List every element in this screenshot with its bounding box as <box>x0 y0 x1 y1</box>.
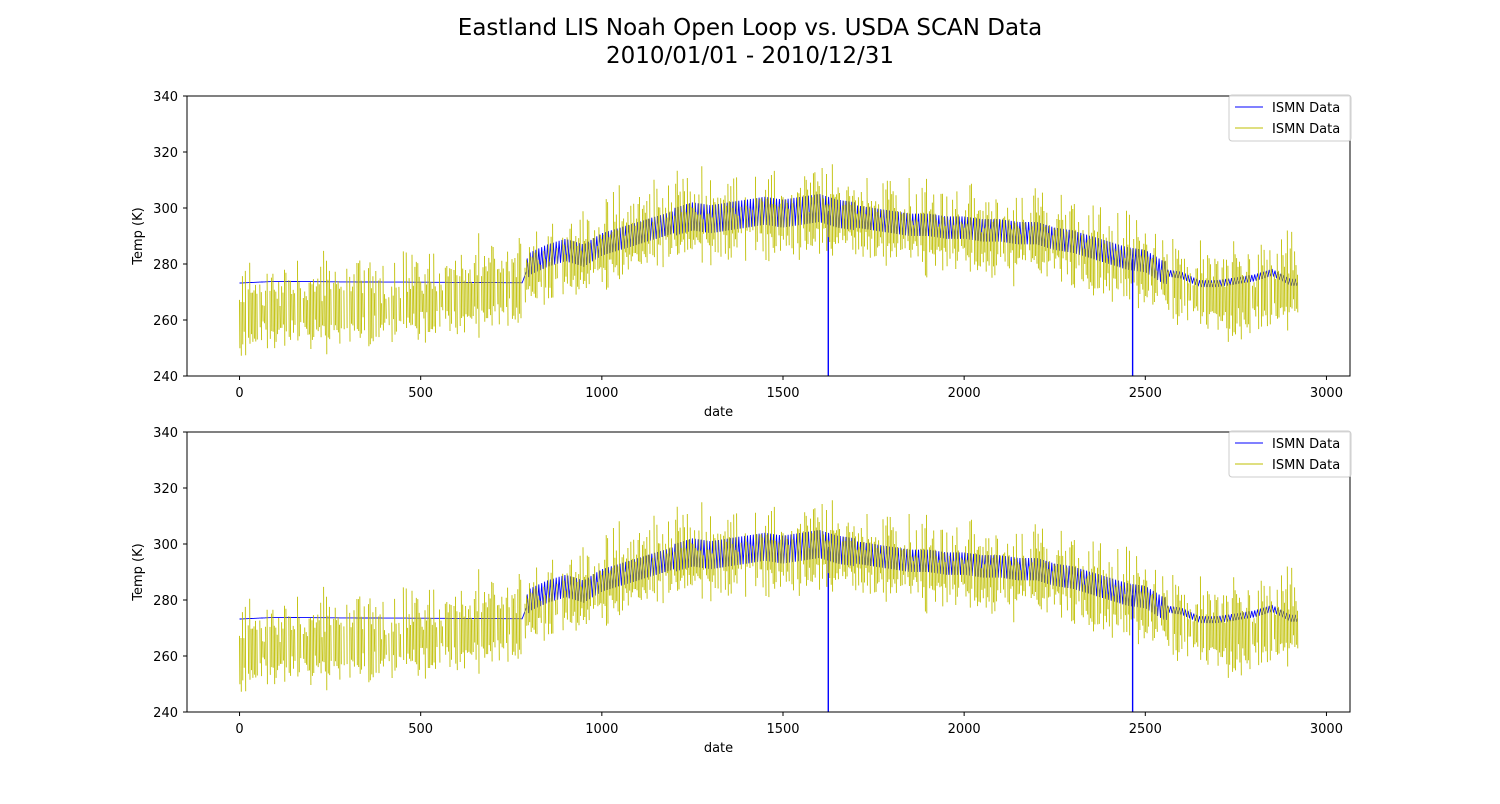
subplot-bottom: 0 500 1000 1500 2000 2500 3000 240 260 280 300 320 3… <box>131 426 1352 756</box>
axes-frame <box>186 431 1351 713</box>
x-tick-label: 2000 <box>948 722 981 737</box>
y-tick-label: 240 <box>153 370 178 385</box>
legend-label-2: ISMN Data <box>1272 122 1340 137</box>
x-axis-label: date <box>704 741 733 756</box>
series-2-line <box>239 164 1299 356</box>
legend-label-1: ISMN Data <box>1272 437 1340 452</box>
x-tick-label: 2500 <box>1129 386 1162 401</box>
plot-area <box>239 500 1299 712</box>
y-tick-label: 340 <box>153 90 178 105</box>
x-tick-label: 1000 <box>585 386 618 401</box>
y-tick-label: 300 <box>153 202 178 217</box>
y-axis-label: Temp (K) <box>131 543 146 601</box>
x-axis-label: date <box>704 405 733 420</box>
legend: ISMN Data ISMN Data <box>1228 94 1352 142</box>
x-tick-label: 500 <box>408 722 433 737</box>
x-tick-label: 0 <box>235 386 243 401</box>
y-tick-label: 260 <box>153 314 178 329</box>
plot-area <box>239 164 1299 376</box>
y-tick-label: 300 <box>153 538 178 553</box>
y-tick-label: 340 <box>153 426 178 441</box>
y-tick-label: 280 <box>153 594 178 609</box>
axes-frame <box>186 95 1351 377</box>
y-tick-label: 280 <box>153 258 178 273</box>
series-2-line <box>239 500 1299 692</box>
x-tick-label: 1000 <box>585 722 618 737</box>
x-tick-label: 2500 <box>1129 722 1162 737</box>
legend-label-1: ISMN Data <box>1272 101 1340 116</box>
x-tick-label: 1500 <box>766 722 799 737</box>
y-tick-label: 320 <box>153 482 178 497</box>
figure-title-line-2: 2010/01/01 - 2010/12/31 <box>606 43 894 69</box>
y-tick-label: 240 <box>153 706 178 721</box>
x-tick-label: 0 <box>235 722 243 737</box>
figure-title-line-1: Eastland LIS Noah Open Loop vs. USDA SCA… <box>458 15 1042 41</box>
legend-label-2: ISMN Data <box>1272 458 1340 473</box>
y-axis-label: Temp (K) <box>131 207 146 265</box>
x-tick-label: 3000 <box>1310 722 1343 737</box>
legend: ISMN Data ISMN Data <box>1228 430 1352 478</box>
y-tick-label: 320 <box>153 146 178 161</box>
x-tick-label: 2000 <box>948 386 981 401</box>
x-tick-label: 1500 <box>766 386 799 401</box>
x-tick-label: 3000 <box>1310 386 1343 401</box>
y-tick-label: 260 <box>153 650 178 665</box>
x-tick-label: 500 <box>408 386 433 401</box>
subplot-top: 0 500 1000 1500 2000 2500 3000 240 260 280 300 320 3… <box>131 90 1352 420</box>
